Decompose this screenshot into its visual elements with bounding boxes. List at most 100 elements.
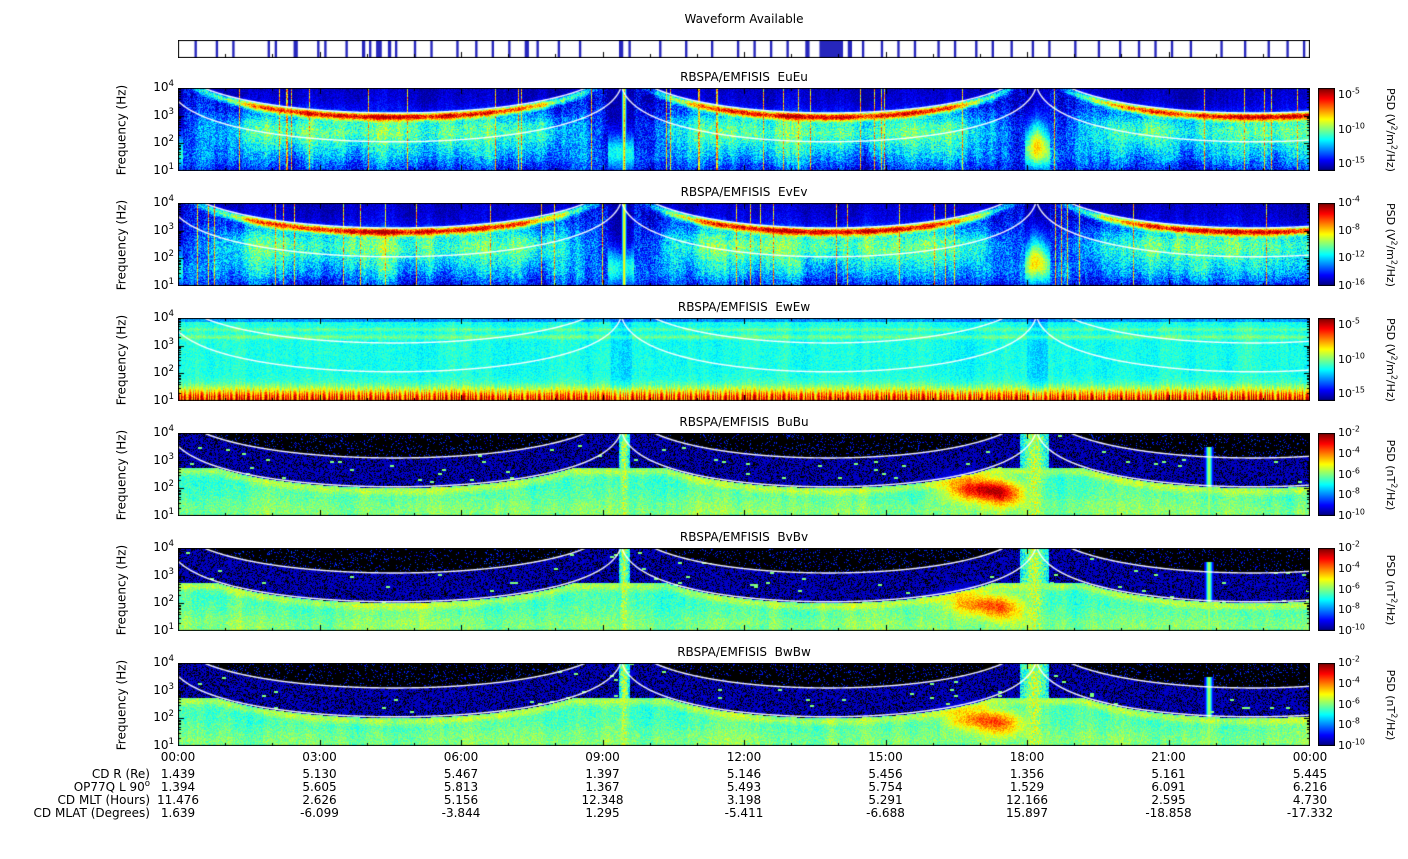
spectrogram-canvas: [178, 663, 1310, 746]
ephemeris-value: 1.356: [1009, 767, 1045, 781]
freq-tick-label: 102: [153, 134, 174, 150]
colorbar-canvas: [1318, 318, 1335, 401]
colorbar-tick-label: 10-2: [1338, 539, 1360, 554]
freq-tick-label: 103: [153, 566, 174, 582]
colorbar-tick-label: 10-6: [1338, 465, 1360, 481]
colorbar-tick-label: 10-4: [1338, 194, 1360, 209]
waveform-available-title: Waveform Available: [684, 12, 804, 26]
freq-tick-label: 102: [153, 249, 174, 265]
freq-tick-label: 104: [153, 424, 174, 439]
freq-tick-label: 103: [153, 451, 174, 467]
ephemeris-value: 5.813: [443, 780, 479, 794]
freq-tick-label: 101: [153, 277, 174, 292]
ephemeris-value: 1.394: [160, 780, 196, 794]
colorbar-tick-label: 10-4: [1338, 560, 1360, 575]
waveform-available-bar: [178, 40, 1310, 58]
freq-tick-label: 103: [153, 106, 174, 122]
time-tick-label: 18:00: [1009, 750, 1045, 764]
time-tick-label: 03:00: [302, 750, 337, 764]
colorbar-tick-label: 10-5: [1338, 86, 1360, 101]
freq-tick-label: 104: [153, 654, 174, 669]
colorbar-axis-label: PSD (V2/m2/Hz): [1384, 202, 1399, 287]
panel-title: RBSPA/EMFISIS BuBu: [679, 415, 809, 429]
freq-axis-label: Frequency (Hz): [114, 429, 129, 520]
ephemeris-value: 6.216: [1292, 780, 1328, 794]
ephemeris-value: -3.844: [441, 806, 481, 820]
ephemeris-value: 5.156: [443, 793, 479, 807]
freq-tick-label: 101: [153, 737, 174, 752]
freq-tick-label: 101: [153, 507, 174, 522]
colorbar-canvas: [1318, 203, 1335, 286]
ephemeris-value: 11.476: [157, 793, 199, 807]
ephemeris-value: -5.411: [724, 806, 764, 820]
ephemeris-value: -6.099: [300, 806, 339, 820]
colorbar-tick-label: 10-10: [1338, 622, 1365, 637]
freq-axis-label: Frequency (Hz): [114, 659, 129, 750]
colorbar-tick-label: 10-4: [1338, 445, 1360, 460]
colorbar-tick-label: 10-10: [1338, 120, 1365, 136]
ephemeris-value: 3.198: [726, 793, 762, 807]
colorbar-canvas: [1318, 663, 1335, 746]
ephemeris-value: 12.166: [1006, 793, 1048, 807]
ephemeris-value: 12.348: [581, 793, 624, 807]
freq-axis-label: Frequency (Hz): [114, 544, 129, 635]
colorbar-axis-label: PSD (nT2/Hz): [1384, 669, 1399, 740]
ephemeris-value: 15.897: [1006, 806, 1048, 820]
colorbar-tick-label: 10-5: [1338, 316, 1360, 331]
freq-tick-label: 101: [153, 162, 174, 177]
panel-title: RBSPA/EMFISIS EuEu: [680, 70, 808, 84]
colorbar-tick-label: 10-6: [1338, 580, 1360, 596]
colorbar-tick-label: 10-2: [1338, 654, 1360, 669]
colorbar-tick-label: 10-10: [1338, 737, 1365, 752]
colorbar-canvas: [1318, 548, 1335, 631]
ephemeris-value: 5.146: [726, 767, 762, 781]
time-tick-label: 00:00: [160, 750, 196, 764]
ephemeris-value: 5.605: [302, 780, 337, 794]
colorbar-axis-label: PSD (V2/m2/Hz): [1384, 87, 1399, 172]
colorbar-tick-label: 10-8: [1338, 486, 1360, 502]
time-tick-label: 15:00: [868, 750, 903, 764]
freq-tick-label: 104: [153, 309, 174, 324]
freq-tick-label: 103: [153, 336, 174, 352]
ephemeris-value: -6.688: [866, 806, 905, 820]
freq-tick-label: 104: [153, 194, 174, 209]
time-tick-label: 06:00: [443, 750, 479, 764]
ephemeris-value: 6.091: [1151, 780, 1186, 794]
spectrogram-canvas: [178, 433, 1310, 516]
ephemeris-value: 5.445: [1292, 767, 1328, 781]
panel-title: RBSPA/EMFISIS EvEv: [680, 185, 808, 199]
ephemeris-value: 4.730: [1292, 793, 1328, 807]
ephemeris-value: -18.858: [1145, 806, 1192, 820]
ephemeris-value: 1.529: [1009, 780, 1045, 794]
colorbar-canvas: [1318, 433, 1335, 516]
colorbar-axis-label: PSD (nT2/Hz): [1384, 439, 1399, 510]
spectrogram-canvas: [178, 318, 1310, 401]
colorbar-tick-label: 10-4: [1338, 675, 1360, 690]
panel-title: RBSPA/EMFISIS EwEw: [677, 300, 811, 314]
colorbar-tick-label: 10-8: [1338, 222, 1360, 237]
freq-tick-label: 102: [153, 364, 174, 380]
freq-tick-label: 103: [153, 681, 174, 697]
colorbar-tick-label: 10-12: [1338, 249, 1365, 265]
ephemeris-value: 5.130: [302, 767, 337, 781]
colorbar-tick-label: 10-8: [1338, 716, 1360, 732]
colorbar-tick-label: 10-16: [1338, 277, 1365, 292]
time-tick-label: 00:00: [1292, 750, 1328, 764]
freq-tick-label: 103: [153, 221, 174, 237]
colorbar-tick-label: 10-6: [1338, 695, 1360, 711]
freq-axis-label: Frequency (Hz): [114, 314, 129, 405]
ephemeris-value: 1.639: [160, 806, 196, 820]
panel-title: RBSPA/EMFISIS BwBw: [677, 645, 811, 659]
colorbar-axis-label: PSD (nT2/Hz): [1384, 554, 1399, 625]
freq-tick-label: 101: [153, 622, 174, 637]
freq-tick-label: 101: [153, 392, 174, 407]
ephemeris-value: 5.291: [868, 793, 903, 807]
ephemeris-value: 5.456: [868, 767, 903, 781]
colorbar-tick-label: 10-15: [1338, 155, 1365, 171]
freq-axis-label: Frequency (Hz): [114, 199, 129, 290]
time-tick-label: 12:00: [726, 750, 762, 764]
colorbar-tick-label: 10-8: [1338, 601, 1360, 617]
colorbar-tick-label: 10-10: [1338, 507, 1365, 522]
time-tick-label: 21:00: [1151, 750, 1186, 764]
